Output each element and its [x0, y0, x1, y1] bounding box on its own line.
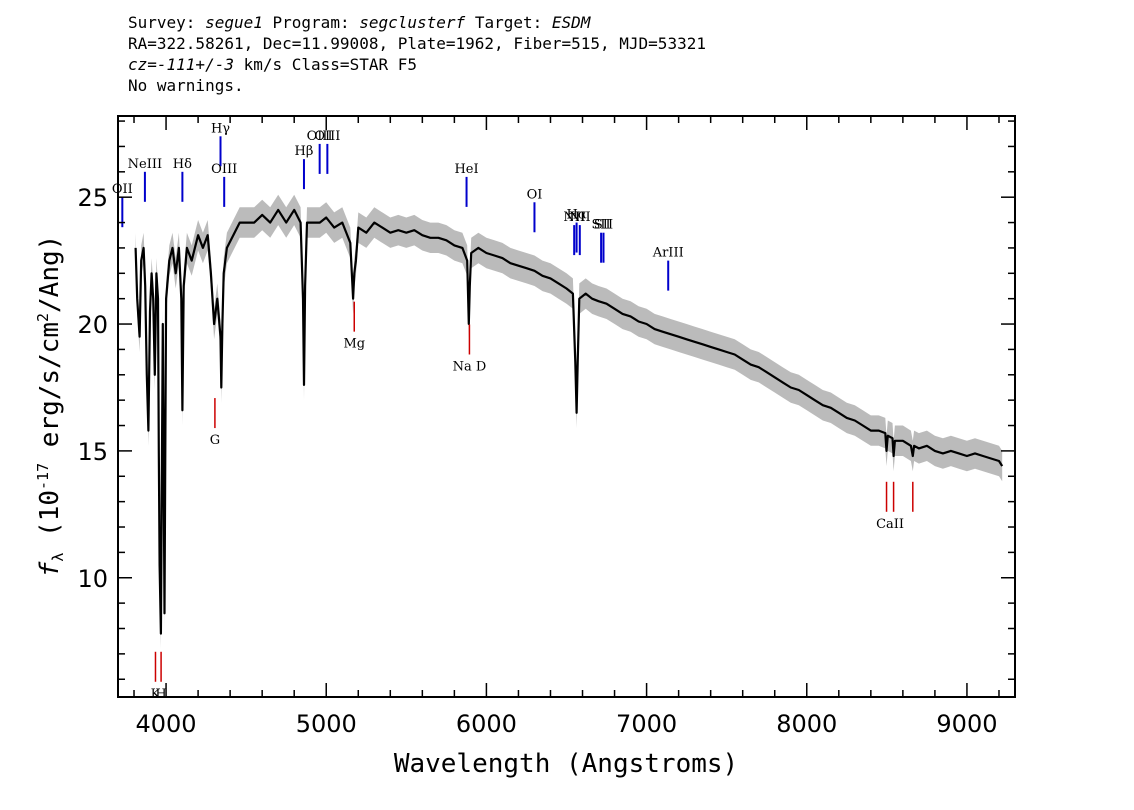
emission-line-label: SII	[594, 218, 613, 233]
x-tick-label: 5000	[296, 710, 357, 738]
absorption-line-label: H	[155, 687, 166, 702]
x-tick-label: 4000	[136, 710, 197, 738]
y-tick-label: 25	[77, 184, 108, 212]
axis-ticks	[118, 116, 1015, 697]
x-tick-label: 7000	[616, 710, 677, 738]
emission-line-label: OI	[527, 187, 543, 202]
program-label: Program:	[272, 13, 350, 32]
emission-line-label: NII	[563, 210, 585, 225]
header-line-survey: Survey: segue1 Program: segclusterf Targ…	[128, 12, 706, 33]
emission-line-label: Hδ	[173, 157, 192, 172]
emission-line-label: Hβ	[295, 144, 314, 159]
y-tick-label: 20	[77, 311, 108, 339]
emission-line-label: NII	[569, 210, 591, 225]
plot-frame	[117, 115, 1016, 698]
emission-line-label: SII	[592, 218, 611, 233]
target-value: ESDM	[551, 13, 591, 32]
error-band-area	[135, 194, 1003, 649]
emission-line-label: OII	[112, 182, 133, 197]
emission-line-label: Hγ	[211, 121, 230, 136]
program-value: segclusterf	[359, 13, 466, 32]
x-axis-label: Wavelength (Angstroms)	[394, 749, 738, 779]
x-tick-label: 8000	[776, 710, 837, 738]
x-tick-label: 9000	[936, 710, 997, 738]
error-band	[135, 194, 1003, 649]
header-line-warnings: No warnings.	[128, 76, 244, 95]
absorption-line-label: K	[151, 687, 161, 702]
x-tick-label: 6000	[456, 710, 517, 738]
header-line-redshift: cz=-111+/-3 km/s Class=STAR F5	[128, 54, 706, 75]
emission-line-label: HeI	[454, 162, 478, 177]
emission-line-label: Hα	[567, 208, 587, 223]
emission-line-label: NeIII	[128, 157, 162, 172]
emission-line-label: OIII	[211, 162, 237, 177]
redshift-value: cz=-111+/-3	[128, 55, 234, 74]
survey-value: segue1	[205, 13, 263, 32]
y-tick-label: 10	[77, 565, 108, 593]
survey-label: Survey:	[128, 13, 196, 32]
absorption-line-label: CaII	[876, 517, 904, 532]
emission-line-label: OIII	[314, 129, 340, 144]
y-tick-label: 15	[77, 438, 108, 466]
target-label: Target:	[474, 13, 543, 32]
class-text: km/s Class=STAR F5	[233, 55, 417, 74]
spectrum-line	[134, 208, 1004, 635]
emission-line-label: ArIII	[652, 246, 684, 261]
header-line-coordinates: RA=322.58261, Dec=11.99008, Plate=1962, …	[128, 34, 706, 53]
y-axis-label: fλ (10-17 erg/s/cm2/Ang)	[34, 235, 67, 578]
axis-tick-labels: 4000 5000 6000 7000 8000 9000 10 15 20 25	[77, 184, 997, 738]
absorption-line-label: Mg	[343, 337, 365, 352]
spectrum-header: Survey: segue1 Program: segclusterf Targ…	[128, 12, 706, 96]
spectrum-series	[134, 208, 1004, 635]
emission-line-label: OIII	[307, 129, 333, 144]
absorption-line-label: G	[210, 433, 220, 448]
absorption-line-label: Na D	[453, 359, 487, 374]
